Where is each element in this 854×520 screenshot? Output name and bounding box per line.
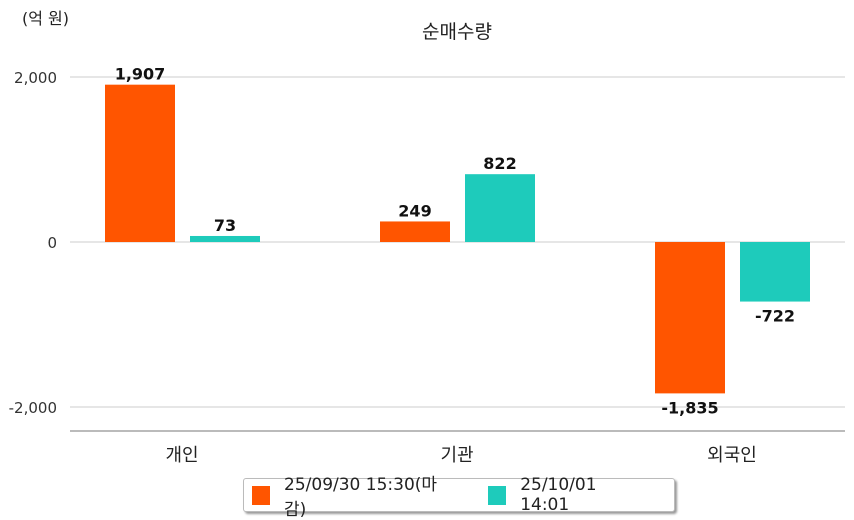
legend-item-0[interactable]: 25/09/30 15:30(마감) xyxy=(252,470,450,520)
x-tick-label: 개인 xyxy=(165,445,198,466)
bar xyxy=(380,221,450,242)
legend-swatch xyxy=(488,485,507,505)
x-tick-label: 외국인 xyxy=(707,445,757,466)
unit-label: (억 원) xyxy=(22,9,69,28)
y-tick-label: 2,000 xyxy=(14,69,57,87)
chart-title: 순매수량 xyxy=(422,21,492,43)
legend-swatch xyxy=(252,485,271,505)
data-label: 1,907 xyxy=(115,65,166,84)
y-tick-label: -2,000 xyxy=(9,399,57,417)
y-tick-label: 0 xyxy=(47,234,57,252)
legend: 25/09/30 15:30(마감) 25/10/01 14:01 xyxy=(243,475,675,520)
legend-item-1[interactable]: 25/10/01 14:01 xyxy=(488,475,644,515)
legend-label: 25/10/01 14:01 xyxy=(520,475,597,515)
bar xyxy=(740,242,810,302)
data-label: 73 xyxy=(214,216,236,235)
x-tick-label: 기관 xyxy=(440,445,473,466)
bar xyxy=(655,242,725,394)
bar xyxy=(465,174,535,242)
bar xyxy=(190,235,260,242)
data-label: -1,835 xyxy=(661,398,718,417)
bar xyxy=(105,84,175,242)
data-label: 822 xyxy=(483,154,516,173)
data-label: -722 xyxy=(755,307,795,326)
legend-label: 25/09/30 15:30(마감) xyxy=(284,475,438,520)
data-label: 249 xyxy=(398,201,431,220)
